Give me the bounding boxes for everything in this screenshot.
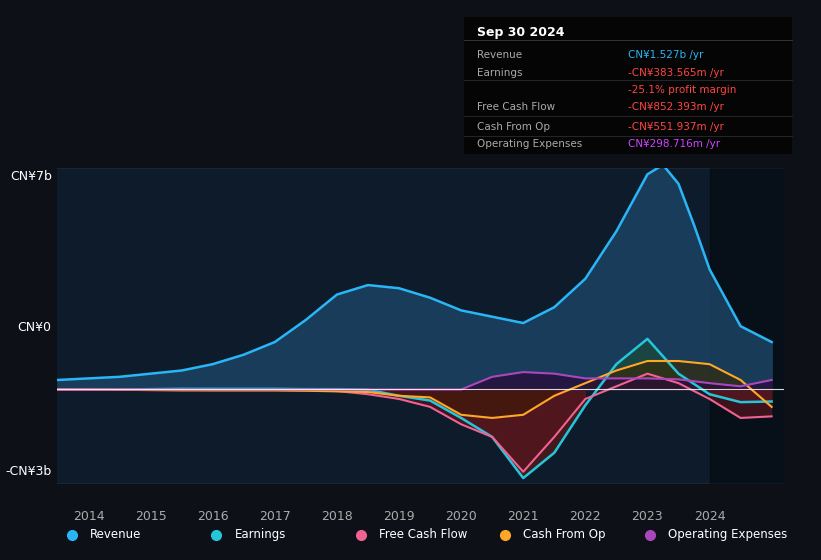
Text: Cash From Op: Cash From Op	[524, 528, 606, 542]
Text: Operating Expenses: Operating Expenses	[668, 528, 787, 542]
Text: -CN¥383.565m /yr: -CN¥383.565m /yr	[628, 68, 724, 78]
Text: Earnings: Earnings	[477, 68, 522, 78]
Text: -CN¥3b: -CN¥3b	[6, 465, 52, 478]
Text: -25.1% profit margin: -25.1% profit margin	[628, 85, 736, 95]
Text: -CN¥852.393m /yr: -CN¥852.393m /yr	[628, 102, 724, 113]
Text: -CN¥551.937m /yr: -CN¥551.937m /yr	[628, 122, 724, 132]
Text: Earnings: Earnings	[235, 528, 286, 542]
Text: Revenue: Revenue	[90, 528, 141, 542]
Text: Cash From Op: Cash From Op	[477, 122, 550, 132]
Text: CN¥298.716m /yr: CN¥298.716m /yr	[628, 139, 720, 150]
Text: Sep 30 2024: Sep 30 2024	[477, 26, 565, 39]
Text: Operating Expenses: Operating Expenses	[477, 139, 582, 150]
Text: Free Cash Flow: Free Cash Flow	[477, 102, 555, 113]
Text: CN¥7b: CN¥7b	[10, 170, 52, 183]
Text: CN¥1.527b /yr: CN¥1.527b /yr	[628, 50, 704, 60]
Text: CN¥0: CN¥0	[18, 321, 52, 334]
Bar	[709, 168, 784, 484]
Text: Revenue: Revenue	[477, 50, 522, 60]
Text: Free Cash Flow: Free Cash Flow	[379, 528, 467, 542]
